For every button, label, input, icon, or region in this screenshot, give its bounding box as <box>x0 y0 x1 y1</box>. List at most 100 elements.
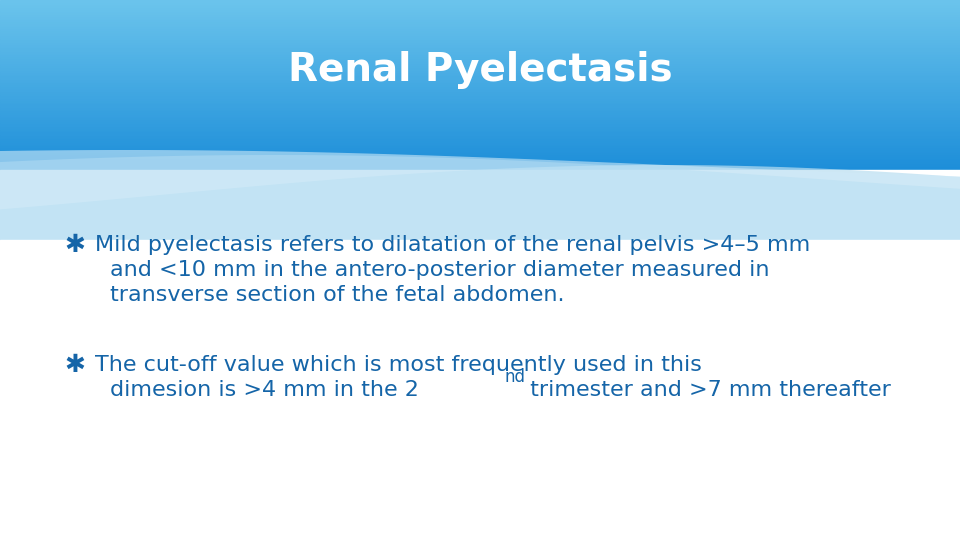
Polygon shape <box>0 180 960 540</box>
Bar <box>0 1 960 3</box>
Polygon shape <box>0 150 960 540</box>
Bar <box>0 125 960 128</box>
Bar <box>0 139 960 141</box>
Bar <box>0 166 960 168</box>
Bar <box>0 26 960 28</box>
Bar <box>0 33 960 35</box>
Bar <box>0 146 960 148</box>
Bar <box>0 89 960 91</box>
Bar <box>0 132 960 135</box>
Bar <box>0 167 960 170</box>
Bar <box>0 122 960 124</box>
Bar <box>0 77 960 79</box>
Bar <box>0 110 960 112</box>
Bar <box>0 92 960 94</box>
Bar <box>0 38 960 40</box>
Bar <box>0 84 960 86</box>
Bar <box>0 105 960 107</box>
Bar <box>0 17 960 19</box>
Bar <box>0 118 960 121</box>
Bar <box>0 108 960 110</box>
Text: dimesion is >4 mm in the 2: dimesion is >4 mm in the 2 <box>110 380 419 400</box>
Bar <box>0 134 960 137</box>
Bar <box>0 98 960 100</box>
Bar <box>0 153 960 156</box>
Bar <box>0 54 960 56</box>
Bar <box>0 143 960 145</box>
Text: transverse section of the fetal abdomen.: transverse section of the fetal abdomen. <box>110 285 564 305</box>
Bar <box>0 124 960 126</box>
Polygon shape <box>0 155 960 540</box>
Bar <box>0 5 960 7</box>
Bar <box>0 141 960 144</box>
Bar <box>0 145 960 147</box>
Text: ✱: ✱ <box>64 233 85 257</box>
Bar <box>0 150 960 152</box>
Bar <box>0 15 960 17</box>
Bar <box>0 127 960 130</box>
Bar <box>0 78 960 80</box>
Bar <box>0 111 960 114</box>
Bar <box>0 157 960 159</box>
Bar <box>0 8 960 10</box>
Bar <box>0 60 960 63</box>
Bar <box>0 75 960 77</box>
Bar <box>0 21 960 23</box>
Bar <box>0 3 960 5</box>
Bar <box>0 59 960 61</box>
Bar <box>0 36 960 38</box>
Bar <box>0 82 960 84</box>
Bar <box>0 94 960 96</box>
Bar <box>0 14 960 16</box>
Bar <box>0 131 960 133</box>
Bar <box>0 152 960 154</box>
Polygon shape <box>0 165 960 540</box>
Bar <box>0 50 960 52</box>
Bar <box>0 96 960 98</box>
Bar <box>0 240 960 540</box>
Bar <box>0 159 960 161</box>
Bar <box>0 0 960 2</box>
Bar <box>0 164 960 166</box>
Bar <box>0 47 960 49</box>
Bar <box>0 29 960 31</box>
Bar <box>0 63 960 65</box>
Text: Mild pyelectasis refers to dilatation of the renal pelvis >4–5 mm: Mild pyelectasis refers to dilatation of… <box>95 235 810 255</box>
Bar <box>0 66 960 68</box>
Bar <box>0 115 960 117</box>
Bar <box>0 101 960 103</box>
Bar <box>0 106 960 109</box>
Bar <box>0 6 960 9</box>
Bar <box>0 40 960 42</box>
Bar <box>0 71 960 73</box>
Text: Renal Pyelectasis: Renal Pyelectasis <box>288 51 672 89</box>
Bar <box>0 68 960 70</box>
Text: nd: nd <box>505 368 526 386</box>
Bar <box>0 28 960 30</box>
Bar <box>0 49 960 51</box>
Bar <box>0 56 960 58</box>
Bar <box>0 120 960 123</box>
Bar <box>0 169 960 172</box>
Bar <box>0 91 960 93</box>
Bar <box>0 148 960 151</box>
Bar <box>0 87 960 89</box>
Bar <box>0 103 960 105</box>
Bar <box>0 160 960 163</box>
Bar <box>0 113 960 116</box>
Bar <box>0 129 960 131</box>
Bar <box>0 156 960 158</box>
Bar <box>0 22 960 24</box>
Bar <box>0 171 960 173</box>
Bar <box>0 173 960 175</box>
Bar <box>0 19 960 21</box>
Text: ✱: ✱ <box>64 353 85 377</box>
Text: The cut-off value which is most frequently used in this: The cut-off value which is most frequent… <box>95 355 702 375</box>
Bar <box>0 10 960 12</box>
Bar <box>0 99 960 102</box>
Bar <box>0 43 960 45</box>
Bar <box>0 24 960 26</box>
Bar <box>0 136 960 138</box>
Bar <box>0 64 960 66</box>
Bar <box>0 138 960 140</box>
